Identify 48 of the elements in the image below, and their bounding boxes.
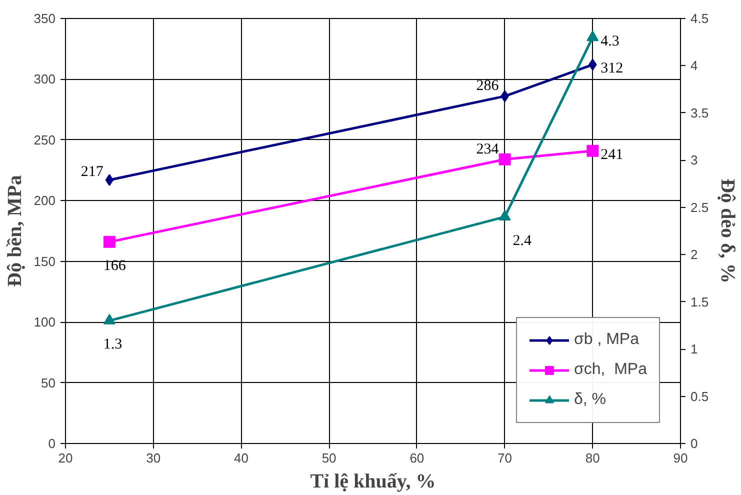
x-axis-title: Tỉ lệ khuấy, %: [310, 470, 436, 492]
y-tick-label: 0: [48, 436, 56, 451]
y2-tick-label: 4: [690, 58, 698, 74]
point: [588, 58, 597, 71]
y-tick-label: 50: [41, 375, 56, 390]
y2-tick-label: 3.5: [690, 105, 709, 120]
data-label: 4.3: [600, 33, 620, 50]
point: [586, 144, 599, 157]
x-tick-label: 40: [234, 450, 248, 466]
legend-label: σb , MPa: [574, 331, 639, 349]
y2-tick-label: 1.5: [690, 294, 709, 310]
point: [103, 236, 116, 248]
y-tick-label: 150: [34, 254, 56, 269]
x-tick-label: 90: [673, 450, 688, 466]
data-label: 217: [80, 164, 104, 180]
data-label: 241: [600, 146, 624, 163]
point: [498, 153, 511, 166]
data-label: 2.4: [512, 232, 532, 249]
y2-tick-label: 2.5: [690, 200, 709, 215]
y2-axis-title: Độ dẻo δ, %: [716, 178, 739, 284]
y-axis-title: Độ bền, MPa: [4, 175, 26, 287]
data-label: 286: [476, 78, 500, 94]
x-tick-label: 60: [410, 450, 424, 466]
x-tick-label: 80: [585, 450, 600, 466]
y-tick-label: 300: [34, 72, 56, 87]
data-label: 312: [600, 60, 624, 77]
y-tick-label: 200: [34, 193, 56, 208]
y2-tick-label: 0.5: [690, 388, 709, 404]
legend-label: σch, MPa: [574, 361, 647, 379]
data-label: 234: [476, 141, 500, 158]
y2-tick-label: 4.5: [690, 11, 709, 26]
y2-tick-label: 0: [690, 436, 698, 451]
point: [498, 210, 511, 221]
y-tick-label: 100: [34, 314, 56, 330]
data-label: 1.3: [103, 336, 122, 353]
point: [103, 314, 116, 324]
y-tick-label: 250: [34, 132, 56, 148]
point: [586, 30, 599, 42]
legend-label: δ, %: [574, 391, 606, 409]
x-tick-label: 50: [322, 450, 336, 466]
y-tick-label: 350: [34, 11, 56, 26]
y2-tick-label: 3: [690, 152, 698, 168]
y2-tick-label: 2: [690, 247, 698, 262]
point: [105, 174, 114, 186]
y2-tick-label: 1: [690, 342, 698, 357]
x-tick-label: 70: [498, 450, 512, 466]
x-tick-label: 20: [58, 450, 73, 466]
x-tick-label: 30: [146, 450, 161, 466]
